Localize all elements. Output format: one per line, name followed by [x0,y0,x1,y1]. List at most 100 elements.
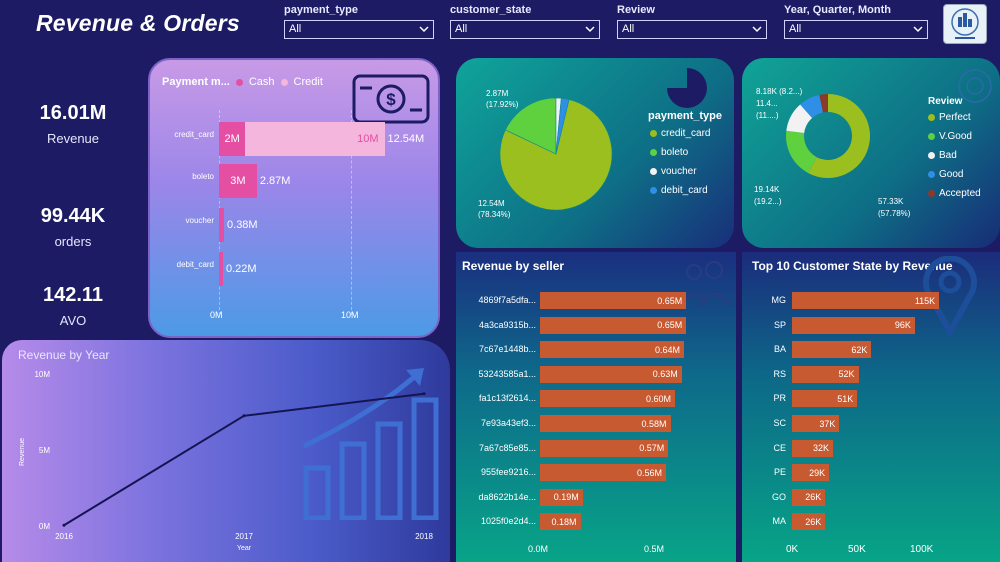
seller-bar[interactable]: 0.65M [540,316,687,334]
state-bar[interactable]: 96K [792,316,915,334]
pie-slice[interactable] [499,99,613,211]
payment-bar-credit[interactable]: 10M [245,122,385,156]
donut-legend-title: Review [928,96,963,107]
state-bar[interactable]: 62K [792,341,872,359]
y-axis-title: Revenue [19,438,26,466]
payment-bar-cash[interactable] [219,252,223,286]
seller-label: 7e93a43ef3... [480,418,536,428]
slicer-value: All [622,23,635,35]
pie-slice[interactable] [555,97,570,155]
state-bar[interactable]: 51K [792,390,858,408]
seller-label: da8622b14e... [478,491,536,502]
people-icon [681,261,731,307]
kpi-avo-value: 142.11 [42,284,104,306]
seller-bar[interactable]: 0.19M [540,488,583,506]
seller-bar[interactable]: 0.57M [540,439,669,457]
seller-label: 53243585a1... [478,368,536,379]
legend-dot [928,114,935,121]
payment-bar-cash[interactable]: 3M [219,164,257,198]
payment-type-pie-panel: 2.87M (17.92%) 12.54M (78.34%) payment_t… [456,58,734,248]
legend-credit[interactable]: Credit [293,76,323,88]
axis-tick: 100K [910,544,934,555]
donut-segment[interactable] [786,130,817,174]
state-label: PR [773,393,786,404]
donut-segment[interactable] [808,94,870,178]
state-bar[interactable]: 26K [792,488,826,506]
year-chart-title: Revenue by Year [18,348,110,362]
slicer-dropdown[interactable]: All [450,20,600,39]
seller-bar[interactable]: 0.64M [540,341,684,359]
pie-value: 12.54M [478,199,505,208]
state-bar[interactable]: 52K [792,365,859,383]
slicer-review[interactable]: Review All [617,4,767,44]
seller-bar[interactable]: 0.18M [540,513,581,531]
review-donut-chart[interactable] [782,90,874,182]
legend-item[interactable]: Good [928,165,981,184]
line-point[interactable] [62,523,66,527]
building-logo-icon [951,8,979,39]
state-label: MA [772,516,787,527]
bar-value: 29K [809,467,826,478]
legend-item[interactable]: credit_card [650,124,710,143]
svg-text:$: $ [386,90,396,109]
state-bar[interactable]: 115K [792,292,940,309]
legend-item[interactable]: V.Good [928,127,981,146]
revenue-line[interactable] [63,392,425,527]
state-chart-title: Top 10 Customer State by Revenue [752,259,953,273]
slicer-dropdown[interactable]: All [617,20,767,39]
legend-item[interactable]: debit_card [650,181,710,200]
axis-tick: 0.5M [644,544,665,554]
legend-item[interactable]: Accepted [928,184,981,203]
bar-value: 0.19M [553,492,579,503]
bar-value: 0.56M [636,467,662,478]
pie-legend-title: payment_type [648,110,722,122]
state-label: BA [773,344,786,355]
payment-pie-chart[interactable] [496,94,616,214]
page-title: Revenue & Orders [36,10,240,36]
state-bar[interactable]: 37K [792,415,840,432]
seller-bar[interactable]: 0.60M [540,390,675,408]
kpi-orders-label: orders [54,234,92,249]
seller-bar[interactable]: 0.58M [540,415,671,432]
slicer-payment-type[interactable]: payment_type All [284,4,434,44]
line-point[interactable] [242,414,246,418]
slicer-dropdown[interactable]: All [784,20,928,39]
pie-value: 2.87M [486,89,509,98]
slicer-customer-state[interactable]: customer_state All [450,4,600,44]
donut-segment[interactable] [800,94,824,119]
legend-item[interactable]: boleto [650,143,710,162]
gridline [351,110,352,315]
donut-segment[interactable] [819,94,828,113]
state-bar[interactable]: 26K [792,513,826,531]
seller-label: 1025f0e2d4... [480,516,536,527]
legend-item[interactable]: voucher [650,162,710,181]
chevron-down-icon [419,26,429,33]
line-point[interactable] [422,392,426,396]
state-label: PE [773,467,786,478]
bar-value: 115K [914,295,936,306]
state-bar[interactable]: 32K [792,439,833,457]
slicer-dropdown[interactable]: All [284,20,434,39]
legend-dot [928,133,935,140]
seller-label: 4869f7a5dfa... [478,295,536,305]
payment-bar-cash[interactable]: 2M [219,122,246,156]
bar-value: 62K [851,344,868,355]
seller-bar[interactable]: 0.56M [540,464,666,482]
legend-dot-cash [235,78,243,86]
donut-segment[interactable] [786,104,813,134]
slicer-year-quarter-month[interactable]: Year, Quarter, Month All [784,4,934,44]
state-label: GO [771,491,786,502]
bar-total-label: 0.22M [226,263,257,275]
legend-text: Perfect [939,112,971,123]
legend-cash[interactable]: Cash [248,76,275,88]
state-bar[interactable]: 29K [792,464,830,482]
payment-bar-cash[interactable] [219,208,225,242]
bar-total-label: 12.54M [387,133,425,145]
revenue-year-line-chart[interactable]: 0M 5M 10M 2016 2017 2018 Year Revenue [2,340,450,562]
pie-slice[interactable] [505,97,557,155]
seller-label: 4a3ca9315b... [478,319,536,330]
seller-bar[interactable]: 0.63M [540,365,682,383]
legend-item[interactable]: Bad [928,146,981,165]
seller-bar[interactable]: 0.65M [540,292,687,309]
legend-item[interactable]: Perfect [928,108,981,127]
